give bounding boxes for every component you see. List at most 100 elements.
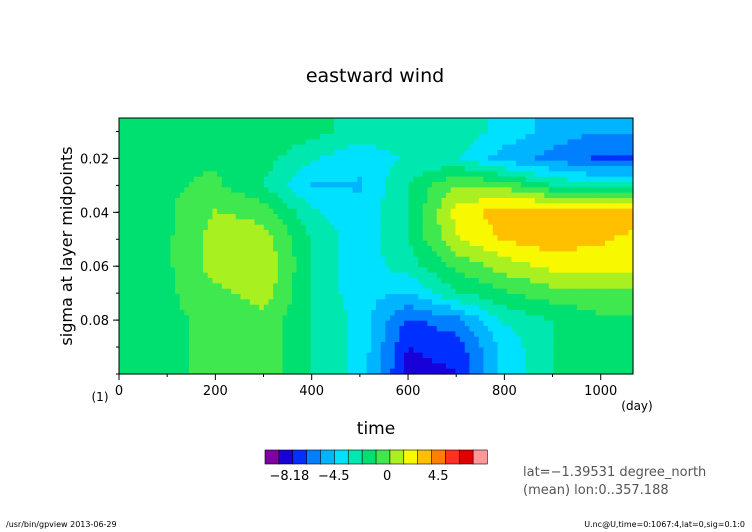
heatmap-cell (245, 139, 251, 146)
heatmap-cell (347, 278, 354, 284)
heatmap-cell (273, 315, 279, 322)
heatmap-cell (291, 315, 298, 322)
heatmap-cell (249, 368, 256, 375)
heatmap-cell (301, 320, 307, 327)
heatmap-cell (581, 134, 587, 140)
heatmap-cell (347, 230, 354, 236)
heatmap-cell (572, 208, 578, 215)
heatmap-cell (525, 347, 531, 354)
heatmap-cell (455, 288, 461, 295)
heatmap-cell (380, 235, 386, 242)
heatmap-cell (558, 134, 564, 140)
heatmap-cell (175, 182, 181, 188)
heatmap-cell (221, 299, 228, 306)
heatmap-cell (249, 336, 256, 343)
heatmap-cell (310, 176, 316, 183)
heatmap-cell (530, 192, 536, 199)
heatmap-cell (324, 118, 330, 124)
heatmap-cell (567, 315, 573, 322)
heatmap-cell (254, 134, 260, 140)
heatmap-cell (497, 358, 503, 364)
heatmap-cell (207, 155, 214, 162)
heatmap-cell (446, 246, 452, 252)
heatmap-cell (245, 304, 251, 311)
heatmap-cell (240, 198, 246, 204)
heatmap-cell (497, 326, 503, 332)
heatmap-cell (380, 134, 386, 140)
heatmap-cell (133, 123, 139, 130)
heatmap-cell (394, 251, 400, 258)
heatmap-cell (600, 182, 606, 188)
heatmap-cell (595, 347, 601, 354)
heatmap-cell (586, 150, 592, 156)
heatmap-cell (548, 283, 555, 290)
heatmap-cell (352, 230, 358, 236)
heatmap-cell (371, 187, 377, 194)
heatmap-cell (380, 363, 386, 370)
heatmap-cell (287, 336, 293, 343)
heatmap-cell (189, 326, 195, 332)
heatmap-cell (408, 246, 414, 252)
heatmap-cell (128, 230, 134, 236)
heatmap-cell (394, 368, 400, 375)
heatmap-cell (530, 278, 536, 284)
heatmap-cell (189, 342, 195, 348)
heatmap-cell (221, 230, 228, 236)
heatmap-cell (469, 326, 475, 332)
heatmap-cell (488, 203, 494, 210)
heatmap-cell (249, 326, 256, 332)
heatmap-cell (287, 128, 293, 135)
heatmap-cell (404, 288, 410, 295)
heatmap-cell (357, 368, 363, 375)
heatmap-cell (254, 214, 260, 220)
heatmap-cell (189, 219, 195, 226)
heatmap-cell (184, 139, 190, 146)
heatmap-cell (380, 352, 386, 359)
heatmap-cell (277, 118, 284, 124)
heatmap-cell (184, 331, 190, 338)
heatmap-cell (408, 299, 414, 306)
heatmap-cell (371, 272, 377, 279)
heatmap-cell (198, 304, 204, 311)
heatmap-cell (511, 299, 517, 306)
heatmap-cell (161, 123, 167, 130)
heatmap-cell (516, 123, 522, 130)
heatmap-cell (595, 262, 601, 268)
heatmap-cell (203, 320, 209, 327)
heatmap-cell (198, 123, 204, 130)
heatmap-cell (198, 235, 204, 242)
heatmap-cell (221, 256, 228, 263)
heatmap-cell (581, 363, 587, 370)
heatmap-cell (562, 166, 569, 172)
heatmap-cell (301, 272, 307, 279)
heatmap-cell (133, 278, 139, 284)
heatmap-cell (544, 192, 550, 199)
heatmap-cell (432, 155, 438, 162)
heatmap-cell (558, 240, 564, 247)
heatmap-cell (343, 267, 349, 274)
heatmap-cell (347, 299, 354, 306)
heatmap-cell (282, 347, 288, 354)
heatmap-cell (217, 139, 223, 146)
heatmap-cell (530, 208, 536, 215)
heatmap-cell (184, 304, 190, 311)
heatmap-cell (273, 214, 279, 220)
heatmap-cell (548, 368, 555, 375)
heatmap-cell (558, 262, 564, 268)
heatmap-cell (399, 288, 405, 295)
heatmap-cell (245, 182, 251, 188)
heatmap-cell (324, 230, 330, 236)
heatmap-cell (226, 123, 232, 130)
heatmap-cell (179, 326, 186, 332)
heatmap-cell (460, 182, 466, 188)
heatmap-cell (595, 144, 601, 151)
heatmap-cell (562, 182, 569, 188)
heatmap-cell (422, 347, 428, 354)
heatmap-cell (422, 150, 428, 156)
heatmap-cell (165, 182, 171, 188)
heatmap-cell (231, 144, 237, 151)
heatmap-cell (432, 283, 438, 290)
heatmap-cell (123, 368, 129, 375)
heatmap-cell (203, 352, 209, 359)
heatmap-cell (581, 283, 587, 290)
